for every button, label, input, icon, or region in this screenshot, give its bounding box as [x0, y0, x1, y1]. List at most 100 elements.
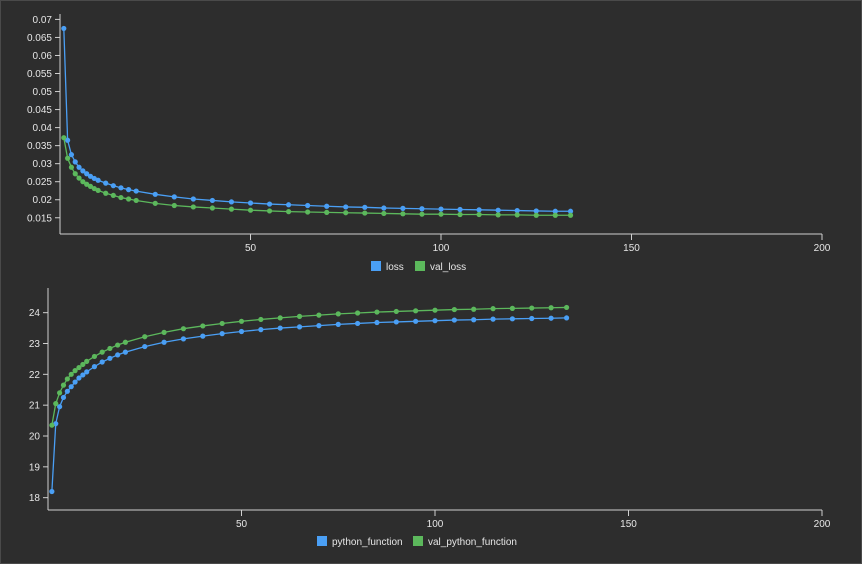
data-point: [107, 345, 113, 352]
data-point: [115, 342, 121, 348]
y-tick-label: 0.035: [27, 141, 52, 152]
data-point: [457, 211, 463, 218]
x-tick-label: 100: [427, 519, 444, 530]
data-point: [209, 205, 215, 211]
data-point: [247, 207, 254, 213]
x-tick-label: 200: [814, 519, 831, 530]
data-point: [72, 368, 78, 374]
data-point: [125, 196, 132, 202]
data-point: [65, 137, 71, 143]
data-point: [122, 339, 128, 345]
data-point: [552, 212, 558, 218]
data-point: [65, 155, 71, 161]
legend-swatch: [371, 261, 381, 271]
data-point: [72, 379, 78, 385]
data-point: [49, 422, 55, 428]
data-point: [68, 164, 75, 170]
data-point: [514, 212, 520, 218]
data-point: [451, 306, 457, 313]
data-point: [335, 311, 341, 317]
legend-label: loss: [386, 262, 404, 273]
data-point: [99, 359, 105, 365]
legend-swatch: [413, 536, 423, 546]
data-point: [80, 361, 86, 368]
y-tick-label: 22: [29, 370, 41, 381]
data-point: [277, 325, 283, 331]
data-point: [103, 190, 109, 196]
loss-chart: 0.015 0.02 0.025 0.03 0.035 0.04 0.045 0.05 0.05…: [27, 14, 831, 273]
data-point: [471, 317, 477, 323]
data-point: [133, 197, 139, 204]
y-tick-label: 0.03: [33, 159, 53, 170]
data-point: [400, 211, 406, 217]
data-point: [316, 312, 322, 318]
data-point: [286, 202, 292, 208]
x-tick-label: 200: [814, 243, 831, 254]
data-point: [125, 187, 132, 193]
data-point: [180, 326, 187, 332]
data-point: [200, 323, 206, 329]
y-tick-label: 0.065: [27, 33, 52, 44]
data-point: [324, 209, 330, 215]
data-point: [190, 196, 196, 202]
data-point: [91, 353, 98, 360]
data-point: [266, 201, 273, 207]
data-point: [80, 372, 86, 378]
data-point: [72, 159, 78, 165]
data-point: [118, 194, 124, 201]
data-point: [495, 207, 501, 213]
data-point: [110, 183, 116, 189]
data-point: [133, 188, 139, 194]
data-point: [190, 204, 196, 210]
data-point: [68, 371, 74, 377]
y-tick-label: 20: [29, 432, 41, 443]
data-point: [64, 388, 70, 394]
data-point: [305, 209, 311, 215]
data-point: [362, 204, 368, 210]
data-point: [91, 364, 98, 370]
python-function-chart: 18 19 20 21 22 23 24 50 100 150 200 python_function…: [29, 288, 831, 548]
data-point: [286, 209, 292, 215]
data-point: [552, 208, 558, 214]
data-point: [142, 334, 148, 340]
data-point: [247, 200, 254, 206]
data-point: [99, 349, 105, 355]
series-line-python_function: [51, 317, 567, 492]
y-tick-label: 21: [29, 401, 41, 412]
data-point: [438, 211, 444, 217]
data-point: [393, 319, 399, 325]
data-point: [95, 187, 101, 193]
data-point: [209, 197, 215, 204]
data-point: [567, 208, 574, 214]
data-point: [76, 164, 82, 170]
data-point: [533, 212, 539, 218]
data-point: [84, 358, 90, 364]
y-tick-label: 0.025: [27, 177, 52, 188]
data-point: [381, 205, 387, 211]
data-point: [152, 200, 158, 206]
data-point: [64, 376, 70, 382]
data-point: [529, 305, 535, 311]
y-tick-label: 24: [29, 308, 41, 319]
data-point: [335, 321, 341, 327]
data-point: [161, 339, 167, 345]
data-point: [471, 306, 477, 312]
data-point: [238, 328, 245, 335]
data-point: [87, 183, 94, 189]
data-point: [180, 336, 187, 342]
data-point: [219, 331, 225, 337]
data-point: [84, 171, 90, 177]
data-point: [258, 327, 264, 333]
data-point: [87, 173, 94, 179]
data-point: [61, 25, 67, 32]
data-point: [438, 206, 444, 212]
data-point: [495, 212, 501, 218]
series-line-val_loss: [63, 137, 571, 216]
data-point: [563, 315, 570, 321]
data-point: [548, 305, 554, 311]
data-point: [381, 210, 387, 217]
data-point: [80, 179, 86, 185]
data-point: [103, 180, 109, 186]
data-point: [142, 343, 148, 350]
y-tick-label: 0.015: [27, 213, 52, 224]
